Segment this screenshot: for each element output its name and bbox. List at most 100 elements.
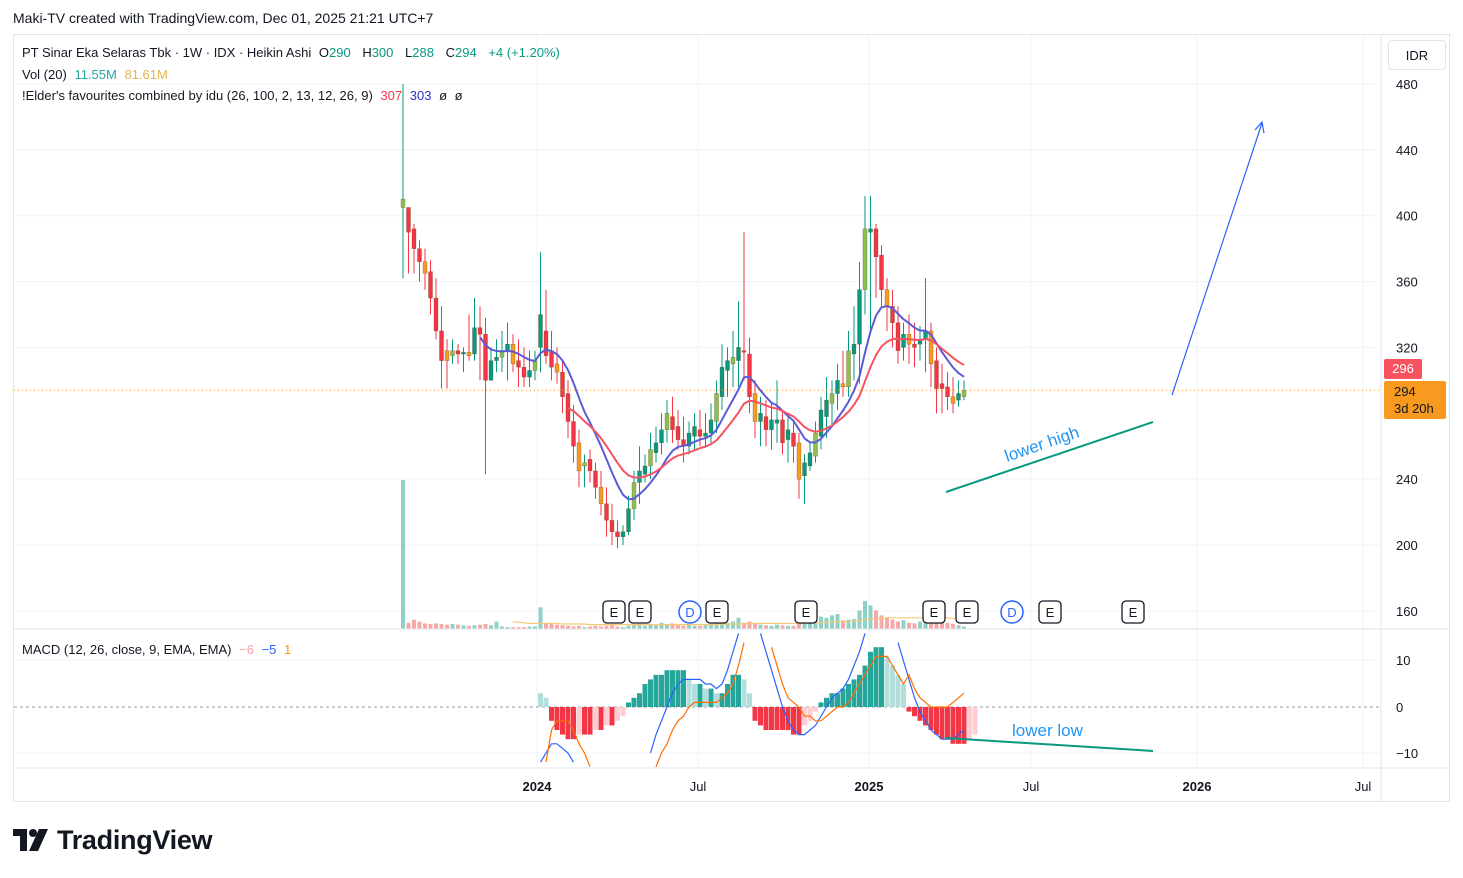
candle-body — [813, 432, 818, 457]
candle-body — [554, 363, 560, 373]
tradingview-logo[interactable]: TradingView — [13, 824, 213, 856]
volume-bar — [753, 624, 757, 629]
lower-low-label: lower low — [1012, 721, 1084, 740]
candle-body — [939, 383, 945, 389]
y-tick-label: 160 — [1396, 604, 1418, 619]
macd-histogram-bar — [538, 693, 543, 707]
candle-body — [461, 352, 466, 355]
volume-bar — [588, 626, 592, 629]
macd-histogram-bar — [675, 670, 681, 707]
x-tick-label: Jul — [1023, 779, 1040, 794]
volume-bar — [533, 626, 537, 629]
macd-histogram-bar — [939, 707, 945, 740]
o-value: 290 — [328, 45, 351, 60]
candle-body — [692, 426, 697, 437]
volume-bar — [500, 626, 504, 629]
candle-body — [928, 330, 934, 365]
dividend-marker-label: D — [1007, 605, 1016, 620]
volume-bar — [698, 625, 702, 629]
macd-histogram-bar — [697, 684, 703, 707]
volume-bar — [654, 625, 658, 629]
change-value: +4 (+1.20%) — [488, 45, 560, 60]
candle-body — [538, 314, 543, 348]
macd-legend[interactable]: MACD (12, 26, close, 9, EMA, EMA) −6 −5 … — [22, 642, 295, 657]
candle-body — [714, 393, 719, 422]
candle-body — [796, 442, 802, 480]
candle-body — [697, 429, 703, 437]
candle-body — [604, 503, 609, 521]
macd-histogram-bar — [791, 707, 796, 735]
elder-legend[interactable]: !Elder's favourites combined by idu (26,… — [22, 88, 467, 103]
candle-body — [862, 228, 868, 290]
candle-body — [703, 432, 708, 437]
macd-histogram-bar — [928, 707, 934, 730]
volume-bar — [412, 619, 416, 629]
macd-histogram-bar — [681, 670, 686, 707]
candle-body — [615, 531, 620, 537]
dividend-marker — [1000, 600, 1024, 624]
volume-bar — [714, 623, 719, 629]
earnings-marker — [628, 600, 652, 624]
macd-histogram-bar — [917, 707, 923, 721]
volume-bar — [571, 626, 576, 629]
candle-body — [747, 353, 752, 397]
signal-line — [545, 720, 591, 768]
signal-line — [770, 647, 965, 722]
elder-value-3: ø — [439, 88, 448, 103]
earnings-marker — [955, 600, 979, 624]
macd-histogram-bar — [873, 647, 879, 707]
macd-histogram-bar — [879, 647, 884, 707]
macd-histogram-bar — [846, 684, 851, 707]
earnings-marker-label: E — [802, 605, 811, 620]
macd-histogram-bar — [664, 670, 670, 707]
volume-bar — [665, 624, 669, 629]
symbol-legend[interactable]: PT Sinar Eka Selaras Tbk · 1W · IDX · He… — [22, 45, 564, 60]
volume-legend[interactable]: Vol (20) 11.55M 81.61M — [22, 67, 172, 82]
earnings-marker-label: E — [713, 605, 722, 620]
volume-bar — [445, 624, 449, 629]
macd-histogram-bar — [895, 674, 901, 707]
volume-bar — [841, 620, 845, 629]
candle-body — [582, 462, 587, 467]
candle-body — [719, 367, 725, 397]
macd-histogram-bar — [543, 697, 549, 707]
currency-selector[interactable]: IDR — [1388, 40, 1446, 70]
y-tick-label: 480 — [1396, 77, 1418, 92]
volume-bar — [439, 624, 444, 629]
volume-bar — [472, 625, 477, 629]
volume-bar — [731, 621, 735, 629]
candle-body — [890, 306, 895, 323]
volume-bar — [885, 617, 889, 629]
attribution-text: Maki-TV created with TradingView.com, De… — [13, 10, 434, 26]
volume-bar — [489, 625, 493, 629]
candle-body — [807, 452, 813, 467]
l-value: 288 — [412, 45, 434, 60]
volume-bar — [797, 623, 801, 629]
volume-bar — [725, 622, 730, 629]
volume-bar — [912, 623, 917, 629]
macd-histogram-bar — [719, 693, 725, 707]
macd-histogram-bar — [796, 707, 802, 735]
macd-histogram-bar — [923, 707, 928, 726]
x-tick-label: 2024 — [523, 779, 553, 794]
macd-hist-value: −6 — [239, 642, 254, 657]
candle-body — [895, 322, 901, 351]
candle-body — [626, 508, 631, 532]
candle-body — [549, 350, 554, 368]
lower-high-trendline — [945, 421, 1154, 493]
macd-histogram-bar — [653, 674, 659, 707]
candle-body — [450, 350, 455, 356]
macd-histogram-bar — [686, 679, 692, 707]
macd-histogram-bar — [648, 679, 653, 707]
elder-value-2: 303 — [409, 88, 432, 103]
candle-body — [642, 465, 648, 475]
candle-body — [846, 350, 851, 388]
volume-bar — [428, 624, 433, 629]
ema-fast-line — [479, 305, 965, 501]
earnings-marker — [602, 600, 626, 624]
y-tick-label: 320 — [1396, 340, 1418, 355]
volume-bar — [852, 619, 856, 629]
candle-body — [488, 360, 494, 381]
volume-bar — [874, 610, 878, 629]
